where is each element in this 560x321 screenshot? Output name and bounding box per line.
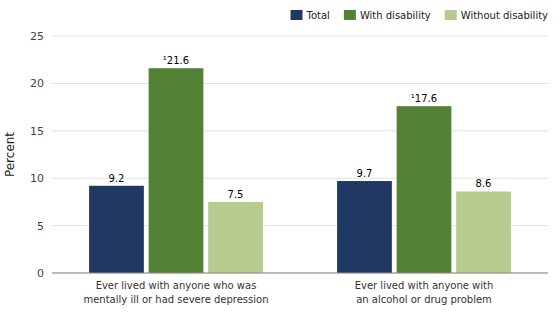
legend-label: With disability: [360, 10, 431, 21]
category-label: Ever lived with anyone who wasmentally i…: [83, 280, 268, 305]
grid-line: [52, 178, 548, 179]
category-label: Ever lived with anyone withan alcohol or…: [355, 280, 494, 305]
data-label: 9.7: [357, 168, 373, 179]
grid-line: [52, 83, 548, 84]
bars: [89, 68, 511, 273]
data-label: 8.6: [476, 178, 492, 189]
chart: 0 5 10 15 20 25 Percent 9.2 9.7 ¹21.6 ¹17.6 7.5 8.6 E…: [0, 0, 560, 321]
data-labels: 9.2 9.7 ¹21.6 ¹17.6 7.5 8.6: [109, 55, 492, 200]
tick-label: 10: [30, 172, 44, 185]
tick-label: 25: [30, 30, 44, 43]
grid-line: [52, 36, 548, 37]
legend-swatch: [291, 10, 303, 20]
bar: [337, 181, 392, 273]
axis-label: Percent: [3, 132, 17, 177]
legend-swatch: [445, 10, 457, 20]
legend-label: Total: [306, 10, 330, 21]
bar: [208, 202, 263, 273]
grid-line: [52, 273, 548, 274]
bar: [89, 186, 144, 273]
data-label: 7.5: [228, 189, 244, 200]
data-label: ¹17.6: [411, 93, 437, 104]
grid-line: [52, 130, 548, 131]
data-label: ¹21.6: [163, 55, 189, 66]
legend-item: Total: [291, 10, 330, 21]
bar: [397, 106, 452, 273]
tick-label: 5: [37, 220, 44, 233]
legend-swatch: [344, 10, 356, 20]
x-axis: [52, 273, 548, 274]
legend-label: Without disability: [461, 10, 548, 21]
legend: Total With disability Without disability: [291, 10, 549, 21]
tick-label: 15: [30, 125, 44, 138]
bar: [149, 68, 204, 273]
legend-item: With disability: [344, 10, 431, 21]
data-label: 9.2: [109, 173, 125, 184]
tick-label: 20: [30, 77, 44, 90]
tick-label: 0: [37, 267, 44, 280]
legend-item: Without disability: [445, 10, 548, 21]
bar: [456, 191, 511, 273]
